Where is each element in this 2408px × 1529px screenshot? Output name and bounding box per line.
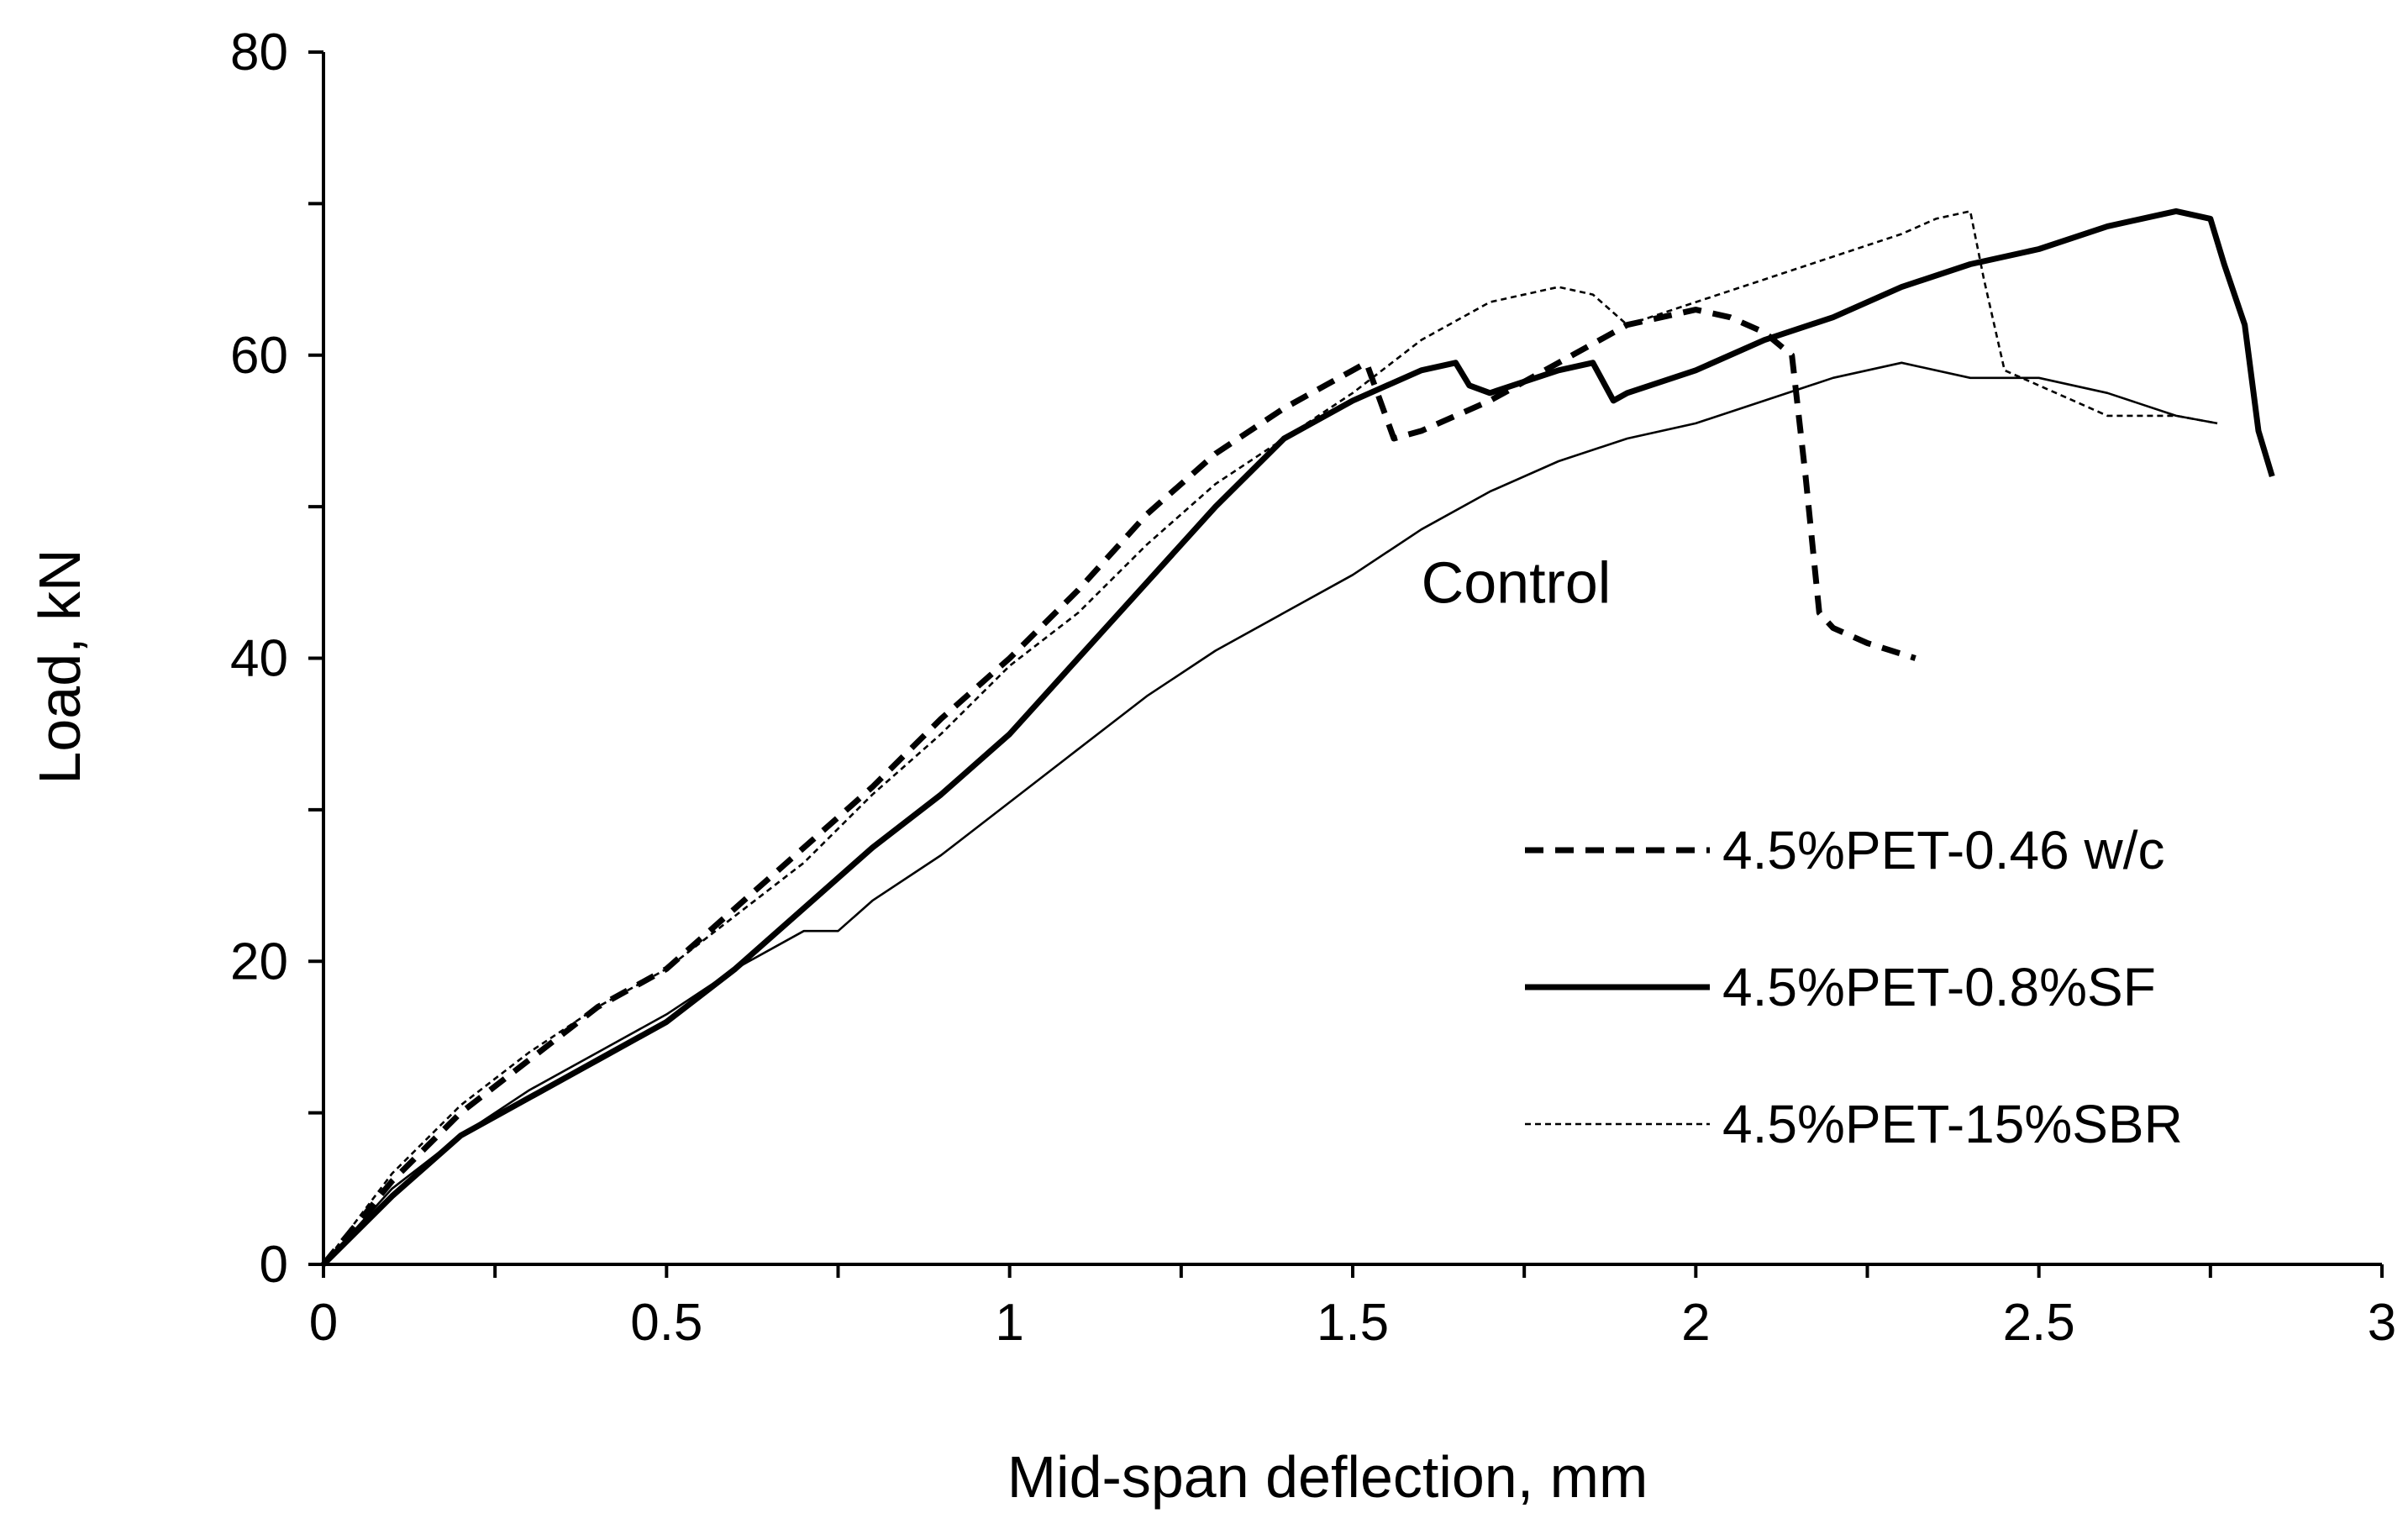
y-tick-label: 20 bbox=[230, 933, 288, 990]
x-tick-label: 1.5 bbox=[1317, 1294, 1389, 1352]
data-point-4-5-pet-15-sbr bbox=[1557, 286, 1560, 289]
x-tick-label: 3 bbox=[2368, 1294, 2396, 1352]
legend-label: 4.5%PET-0.8%SF bbox=[1722, 957, 2156, 1017]
y-tick-label: 40 bbox=[230, 630, 288, 688]
series-line-control bbox=[323, 361, 2218, 1265]
annotation-layer: Control bbox=[1422, 549, 1611, 615]
y-tick-label: 80 bbox=[230, 24, 288, 81]
series-layer bbox=[321, 208, 2275, 1267]
x-tick-label: 2.5 bbox=[2003, 1294, 2075, 1352]
data-point-4-5-pet-0-46-w-c bbox=[1364, 361, 1368, 365]
legend-label: 4.5%PET-0.46 w/c bbox=[1722, 820, 2164, 880]
annotation-label: Control bbox=[1422, 549, 1611, 615]
data-point-4-5-pet-0-46-w-c bbox=[1763, 331, 1766, 334]
x-tick-label: 2 bbox=[1681, 1294, 1710, 1352]
series-line-4-5-pet-0-46-w-c bbox=[321, 307, 1916, 1267]
y-tick-label: 60 bbox=[230, 327, 288, 385]
series-line-4-5-pet-15-sbr bbox=[322, 210, 2218, 1265]
axes-layer: 0 0.5 1 1.5 2 2.5 3 0 20 40 60 80 Mid-span deflectio… bbox=[27, 24, 2396, 1510]
data-point-4-5-pet-15-sbr bbox=[1969, 209, 1972, 213]
x-tick-label: 1 bbox=[995, 1294, 1023, 1352]
x-tick-label: 0.5 bbox=[630, 1294, 702, 1352]
y-tick-label: 0 bbox=[260, 1236, 288, 1294]
data-point-4-5-pet-0-46-w-c bbox=[1282, 407, 1285, 410]
y-axis-title: Load, kN bbox=[27, 549, 92, 784]
data-point-4-5-pet-0-46-w-c bbox=[459, 1111, 462, 1115]
x-axis-title: Mid-span deflection, mm bbox=[1007, 1444, 1648, 1510]
legend-layer: 4.5%PET-0.46 w/c 4.5%PET-0.8%SF 4.5%PET-15… bbox=[1525, 820, 2183, 1154]
legend-label: 4.5%PET-15%SBR bbox=[1722, 1094, 2183, 1154]
x-tick-label: 0 bbox=[309, 1294, 338, 1352]
data-point-4-5-pet-0-46-w-c bbox=[1488, 399, 1491, 402]
